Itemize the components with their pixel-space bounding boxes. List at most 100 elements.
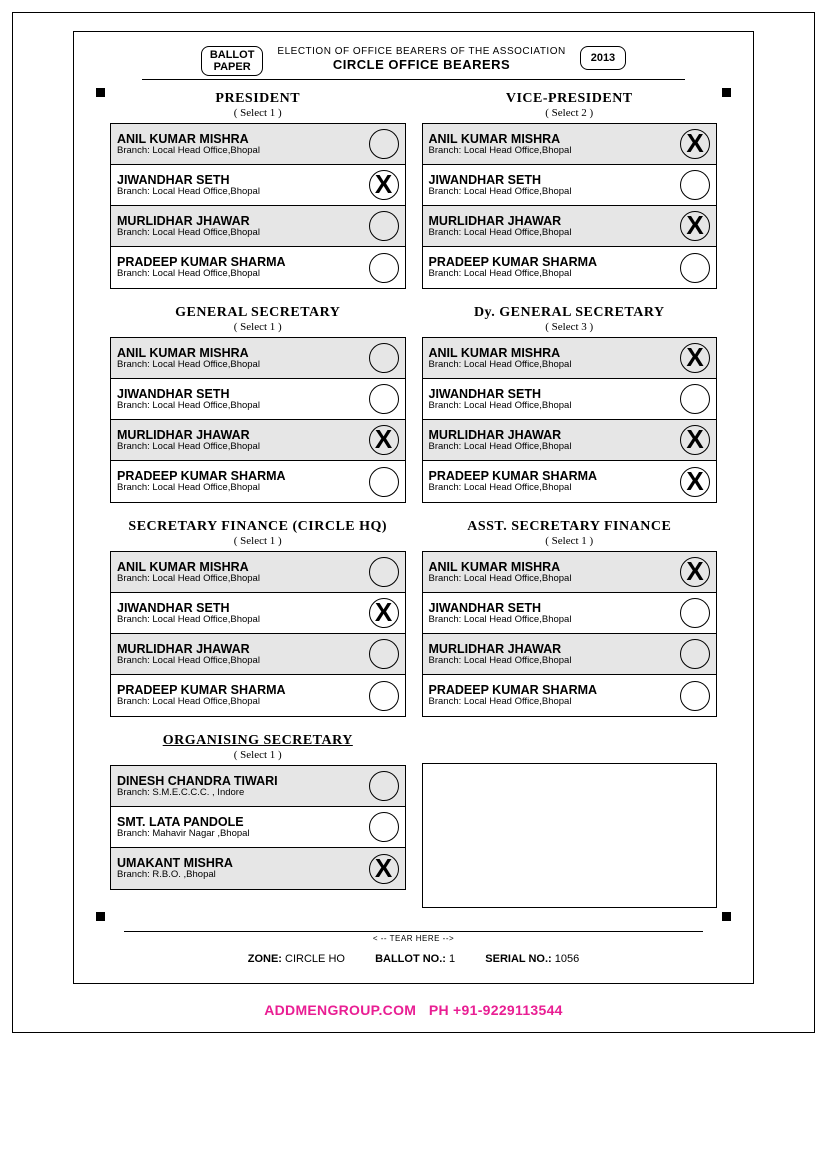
candidate-name: PRADEEP KUMAR SHARMA bbox=[429, 469, 677, 483]
candidate-row: ANIL KUMAR MISHRABranch: Local Head Offi… bbox=[423, 124, 717, 165]
section: VICE-PRESIDENT( Select 2 )ANIL KUMAR MIS… bbox=[422, 87, 718, 289]
vote-circle[interactable] bbox=[369, 211, 399, 241]
vote-circle[interactable]: X bbox=[680, 211, 710, 241]
vote-circle[interactable]: X bbox=[369, 598, 399, 628]
vote-circle[interactable]: X bbox=[680, 425, 710, 455]
vote-circle[interactable] bbox=[369, 771, 399, 801]
meta-row: ZONE: CIRCLE HO BALLOT NO.: 1 SERIAL NO.… bbox=[94, 953, 733, 965]
candidate-branch: Branch: Local Head Office,Bhopal bbox=[117, 483, 365, 494]
serial-label: SERIAL NO.: bbox=[485, 953, 551, 965]
tear-rule bbox=[124, 931, 703, 932]
vote-circle[interactable] bbox=[369, 557, 399, 587]
empty-section-box bbox=[422, 763, 718, 908]
candidate-text: ANIL KUMAR MISHRABranch: Local Head Offi… bbox=[117, 346, 365, 371]
vote-circle[interactable] bbox=[369, 253, 399, 283]
candidate-name: JIWANDHAR SETH bbox=[429, 387, 677, 401]
candidate-name: PRADEEP KUMAR SHARMA bbox=[429, 255, 677, 269]
vote-circle[interactable] bbox=[369, 129, 399, 159]
section-title: Dy. GENERAL SECRETARY bbox=[422, 305, 718, 321]
candidate-row: PRADEEP KUMAR SHARMABranch: Local Head O… bbox=[423, 675, 717, 716]
alignment-square-tr bbox=[722, 88, 731, 97]
candidate-branch: Branch: Mahavir Nagar ,Bhopal bbox=[117, 829, 365, 840]
tear-area: < -- TEAR HERE --> bbox=[94, 931, 733, 943]
candidate-box: ANIL KUMAR MISHRABranch: Local Head Offi… bbox=[422, 551, 718, 717]
candidate-branch: Branch: Local Head Office,Bhopal bbox=[117, 401, 365, 412]
candidate-name: MURLIDHAR JHAWAR bbox=[429, 214, 677, 228]
candidate-row: MURLIDHAR JHAWARBranch: Local Head Offic… bbox=[423, 206, 717, 247]
ballot-label-l2: PAPER bbox=[210, 61, 255, 73]
vote-circle[interactable] bbox=[369, 384, 399, 414]
candidate-name: JIWANDHAR SETH bbox=[117, 601, 365, 615]
x-mark-icon: X bbox=[686, 344, 703, 370]
serial-value: 1056 bbox=[555, 953, 579, 965]
vote-circle[interactable]: X bbox=[680, 343, 710, 373]
candidate-branch: Branch: Local Head Office,Bhopal bbox=[117, 615, 365, 626]
candidate-branch: Branch: Local Head Office,Bhopal bbox=[117, 697, 365, 708]
candidate-branch: Branch: Local Head Office,Bhopal bbox=[429, 360, 677, 371]
candidate-name: JIWANDHAR SETH bbox=[117, 173, 365, 187]
year-pill: 2013 bbox=[580, 46, 626, 70]
candidate-box: ANIL KUMAR MISHRABranch: Local Head Offi… bbox=[110, 123, 406, 289]
header-center: ELECTION OF OFFICE BEARERS OF THE ASSOCI… bbox=[277, 46, 565, 72]
section: SECRETARY FINANCE (CIRCLE HQ)( Select 1 … bbox=[110, 515, 406, 717]
vote-circle[interactable] bbox=[369, 343, 399, 373]
vote-circle[interactable]: X bbox=[680, 129, 710, 159]
vote-circle[interactable] bbox=[369, 639, 399, 669]
header-line2: CIRCLE OFFICE BEARERS bbox=[277, 57, 565, 72]
candidate-text: DINESH CHANDRA TIWARIBranch: S.M.E.C.C.C… bbox=[117, 774, 365, 799]
candidate-row: SMT. LATA PANDOLEBranch: Mahavir Nagar ,… bbox=[111, 807, 405, 848]
candidate-row: JIWANDHAR SETHBranch: Local Head Office,… bbox=[423, 165, 717, 206]
section-select: ( Select 1 ) bbox=[110, 749, 406, 761]
candidate-text: JIWANDHAR SETHBranch: Local Head Office,… bbox=[429, 173, 677, 198]
section: PRESIDENT( Select 1 )ANIL KUMAR MISHRABr… bbox=[110, 87, 406, 289]
section-title: PRESIDENT bbox=[110, 91, 406, 107]
vote-circle[interactable] bbox=[369, 681, 399, 711]
section-title-block: ASST. SECRETARY FINANCE( Select 1 ) bbox=[422, 515, 718, 547]
header: BALLOT PAPER ELECTION OF OFFICE BEARERS … bbox=[94, 46, 733, 76]
candidate-name: MURLIDHAR JHAWAR bbox=[117, 428, 365, 442]
section bbox=[422, 729, 718, 908]
vote-circle[interactable] bbox=[680, 170, 710, 200]
candidate-branch: Branch: R.B.O. ,Bhopal bbox=[117, 870, 365, 881]
candidate-name: PRADEEP KUMAR SHARMA bbox=[429, 683, 677, 697]
candidate-row: JIWANDHAR SETHBranch: Local Head Office,… bbox=[111, 165, 405, 206]
alignment-square-tl bbox=[96, 88, 105, 97]
candidate-branch: Branch: Local Head Office,Bhopal bbox=[429, 483, 677, 494]
x-mark-icon: X bbox=[686, 468, 703, 494]
vote-circle[interactable]: X bbox=[369, 170, 399, 200]
candidate-branch: Branch: Local Head Office,Bhopal bbox=[429, 269, 677, 280]
candidate-row: MURLIDHAR JHAWARBranch: Local Head Offic… bbox=[111, 420, 405, 461]
candidate-text: ANIL KUMAR MISHRABranch: Local Head Offi… bbox=[117, 560, 365, 585]
candidate-name: MURLIDHAR JHAWAR bbox=[429, 428, 677, 442]
candidate-row: ANIL KUMAR MISHRABranch: Local Head Offi… bbox=[423, 338, 717, 379]
vote-circle[interactable]: X bbox=[369, 854, 399, 884]
vote-circle[interactable] bbox=[680, 639, 710, 669]
candidate-branch: Branch: Local Head Office,Bhopal bbox=[117, 228, 365, 239]
vote-circle[interactable]: X bbox=[369, 425, 399, 455]
section-select: ( Select 1 ) bbox=[110, 321, 406, 333]
section-title-block: GENERAL SECRETARY( Select 1 ) bbox=[110, 301, 406, 333]
vote-circle[interactable] bbox=[680, 598, 710, 628]
candidate-branch: Branch: Local Head Office,Bhopal bbox=[429, 187, 677, 198]
vote-circle[interactable] bbox=[680, 253, 710, 283]
vote-circle[interactable] bbox=[680, 384, 710, 414]
vote-circle[interactable] bbox=[369, 812, 399, 842]
candidate-name: ANIL KUMAR MISHRA bbox=[429, 132, 677, 146]
candidate-name: PRADEEP KUMAR SHARMA bbox=[117, 469, 365, 483]
candidate-box: ANIL KUMAR MISHRABranch: Local Head Offi… bbox=[110, 551, 406, 717]
candidate-name: MURLIDHAR JHAWAR bbox=[117, 642, 365, 656]
section-title: ORGANISING SECRETARY bbox=[110, 733, 406, 749]
candidate-row: MURLIDHAR JHAWARBranch: Local Head Offic… bbox=[423, 420, 717, 461]
x-mark-icon: X bbox=[686, 130, 703, 156]
candidate-text: MURLIDHAR JHAWARBranch: Local Head Offic… bbox=[117, 214, 365, 239]
x-mark-icon: X bbox=[686, 212, 703, 238]
candidate-row: PRADEEP KUMAR SHARMABranch: Local Head O… bbox=[111, 247, 405, 288]
candidate-branch: Branch: Local Head Office,Bhopal bbox=[117, 269, 365, 280]
candidate-text: PRADEEP KUMAR SHARMABranch: Local Head O… bbox=[429, 683, 677, 708]
zone-value: CIRCLE HO bbox=[285, 953, 345, 965]
vote-circle[interactable] bbox=[369, 467, 399, 497]
vote-circle[interactable] bbox=[680, 681, 710, 711]
ballot-label-l1: BALLOT bbox=[210, 49, 255, 61]
vote-circle[interactable]: X bbox=[680, 557, 710, 587]
vote-circle[interactable]: X bbox=[680, 467, 710, 497]
